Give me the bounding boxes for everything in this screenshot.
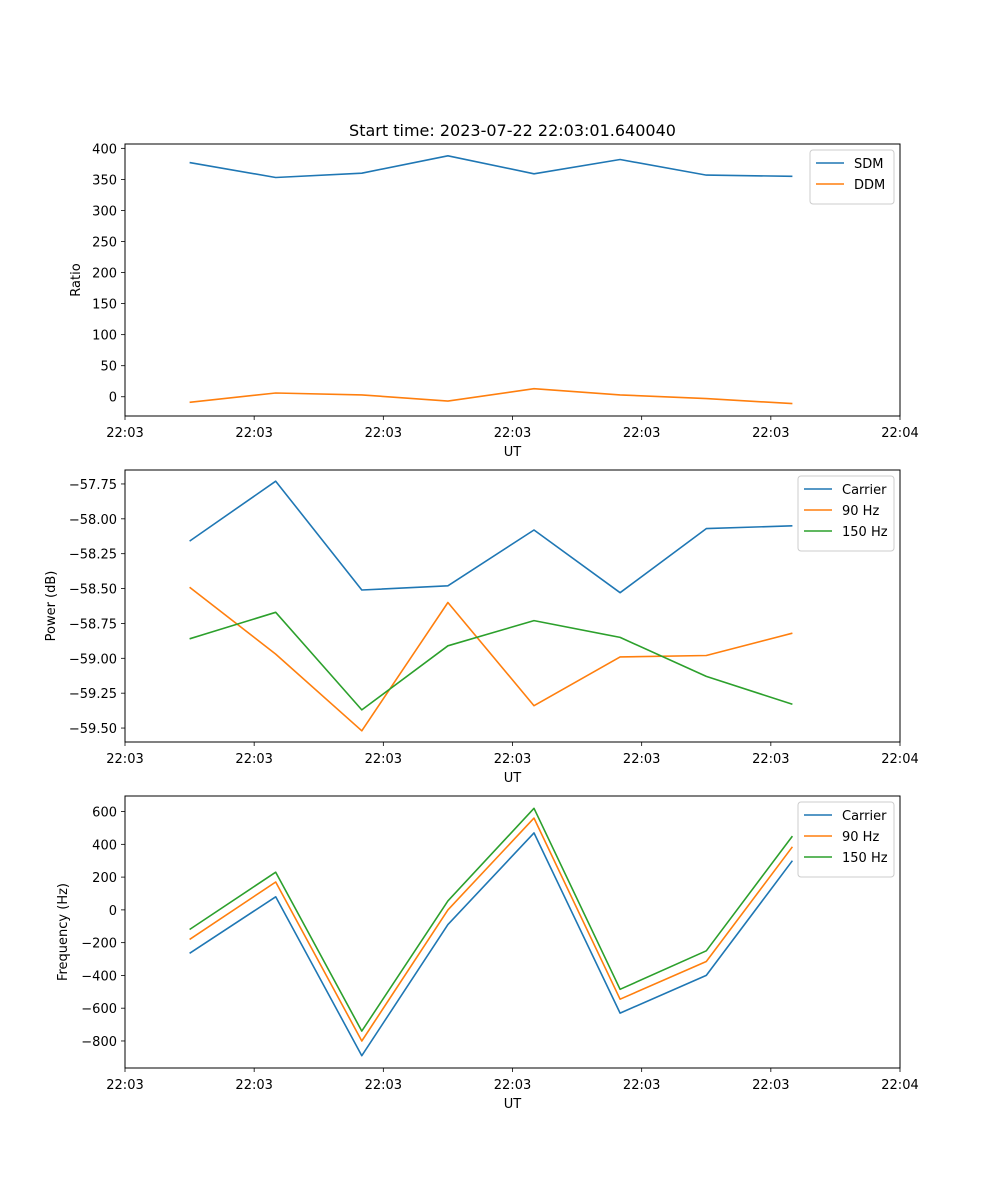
legend: SDM DDM xyxy=(809,149,895,205)
legend-label: Carrier xyxy=(842,483,887,498)
x-tick-label: 22:03 xyxy=(106,426,143,441)
legend-label: 150 Hz xyxy=(842,851,888,866)
y-tick-label: 150 xyxy=(92,298,117,313)
legend-box xyxy=(797,475,895,552)
x-tick-label: 22:03 xyxy=(235,1078,272,1093)
y-tick-label: −400 xyxy=(81,969,117,984)
legend-label: DDM xyxy=(854,178,885,193)
x-tick-label: 22:03 xyxy=(752,1078,789,1093)
x-tick-label: 22:04 xyxy=(881,752,918,767)
legend-label: 90 Hz xyxy=(842,504,879,519)
legend: Carrier 90 Hz 150 Hz xyxy=(797,801,895,878)
axes-frame xyxy=(124,795,901,1069)
x-tick-label: 22:03 xyxy=(235,426,272,441)
y-tick-label: −200 xyxy=(81,937,117,952)
y-axis-label: Ratio xyxy=(69,263,84,296)
legend-box xyxy=(797,801,895,878)
legend-label: 150 Hz xyxy=(842,525,888,540)
y-tick-label: 50 xyxy=(100,360,117,375)
x-tick-label: 22:03 xyxy=(494,1078,531,1093)
series-line-carrier xyxy=(189,832,794,1057)
y-axis-label: Frequency (Hz) xyxy=(56,883,71,981)
x-tick-label: 22:03 xyxy=(365,1078,402,1093)
y-tick-label: 0 xyxy=(109,391,117,406)
chart-3: 22:03 22:03 22:03 22:03 22:03 22:03 22:04 −800 −… xyxy=(56,795,919,1112)
y-tick-label: −57.75 xyxy=(69,478,117,493)
x-tick-label: 22:03 xyxy=(106,1078,143,1093)
legend-label: SDM xyxy=(854,157,883,172)
x-tick-label: 22:03 xyxy=(106,752,143,767)
x-tick-label: 22:04 xyxy=(881,426,918,441)
axes-frame xyxy=(124,143,901,417)
y-tick-label: 100 xyxy=(92,329,117,344)
y-axis-label: Power (dB) xyxy=(44,571,59,642)
y-tick-label: −800 xyxy=(81,1035,117,1050)
x-tick-label: 22:03 xyxy=(752,426,789,441)
x-axis-label: UT xyxy=(504,1097,522,1112)
x-tick-label: 22:03 xyxy=(623,752,660,767)
y-tick-label: −600 xyxy=(81,1002,117,1017)
y-tick-label: 200 xyxy=(92,267,117,282)
y-tick-label: 400 xyxy=(92,838,117,853)
series-line-90-hz xyxy=(189,586,793,732)
x-tick-label: 22:03 xyxy=(365,426,402,441)
chart-2: 22:03 22:03 22:03 22:03 22:03 22:03 22:04 −57.7… xyxy=(44,469,919,786)
x-tick-label: 22:03 xyxy=(235,752,272,767)
y-tick-label: 350 xyxy=(92,173,117,188)
series-line-90-hz xyxy=(189,817,794,1042)
x-tick-label: 22:03 xyxy=(623,1078,660,1093)
series-line-150-hz xyxy=(189,611,793,711)
chart-title: Start time: 2023-07-22 22:03:01.640040 xyxy=(349,121,676,140)
y-tick-label: −58.75 xyxy=(69,617,117,632)
series-line-carrier xyxy=(189,480,793,594)
series-line-ddm xyxy=(189,387,793,405)
y-tick-label: −58.00 xyxy=(69,513,117,528)
y-tick-label: 400 xyxy=(92,142,117,157)
y-tick-label: −59.50 xyxy=(69,722,117,737)
x-axis-label: UT xyxy=(504,771,522,786)
y-tick-label: −59.25 xyxy=(69,687,117,702)
y-tick-label: 200 xyxy=(92,871,117,886)
y-tick-label: 600 xyxy=(92,806,117,821)
x-tick-label: 22:03 xyxy=(752,752,789,767)
x-tick-label: 22:03 xyxy=(494,426,531,441)
y-tick-label: −58.50 xyxy=(69,583,117,598)
legend: Carrier 90 Hz 150 Hz xyxy=(797,475,895,552)
x-axis-label: UT xyxy=(504,445,522,460)
x-tick-label: 22:03 xyxy=(623,426,660,441)
y-tick-label: −58.25 xyxy=(69,548,117,563)
x-tick-label: 22:03 xyxy=(494,752,531,767)
y-tick-label: −59.00 xyxy=(69,652,117,667)
y-tick-label: 250 xyxy=(92,235,117,250)
x-tick-label: 22:03 xyxy=(365,752,402,767)
chart-1: 22:03 22:03 22:03 22:03 22:03 22:03 22:04 0 50 10… xyxy=(69,121,919,460)
series-line-150-hz xyxy=(189,807,794,1032)
series-line-sdm xyxy=(189,155,793,179)
legend-label: Carrier xyxy=(842,809,887,824)
legend-label: 90 Hz xyxy=(842,830,879,845)
y-tick-label: 300 xyxy=(92,204,117,219)
x-tick-label: 22:04 xyxy=(881,1078,918,1093)
y-tick-label: 0 xyxy=(109,904,117,919)
